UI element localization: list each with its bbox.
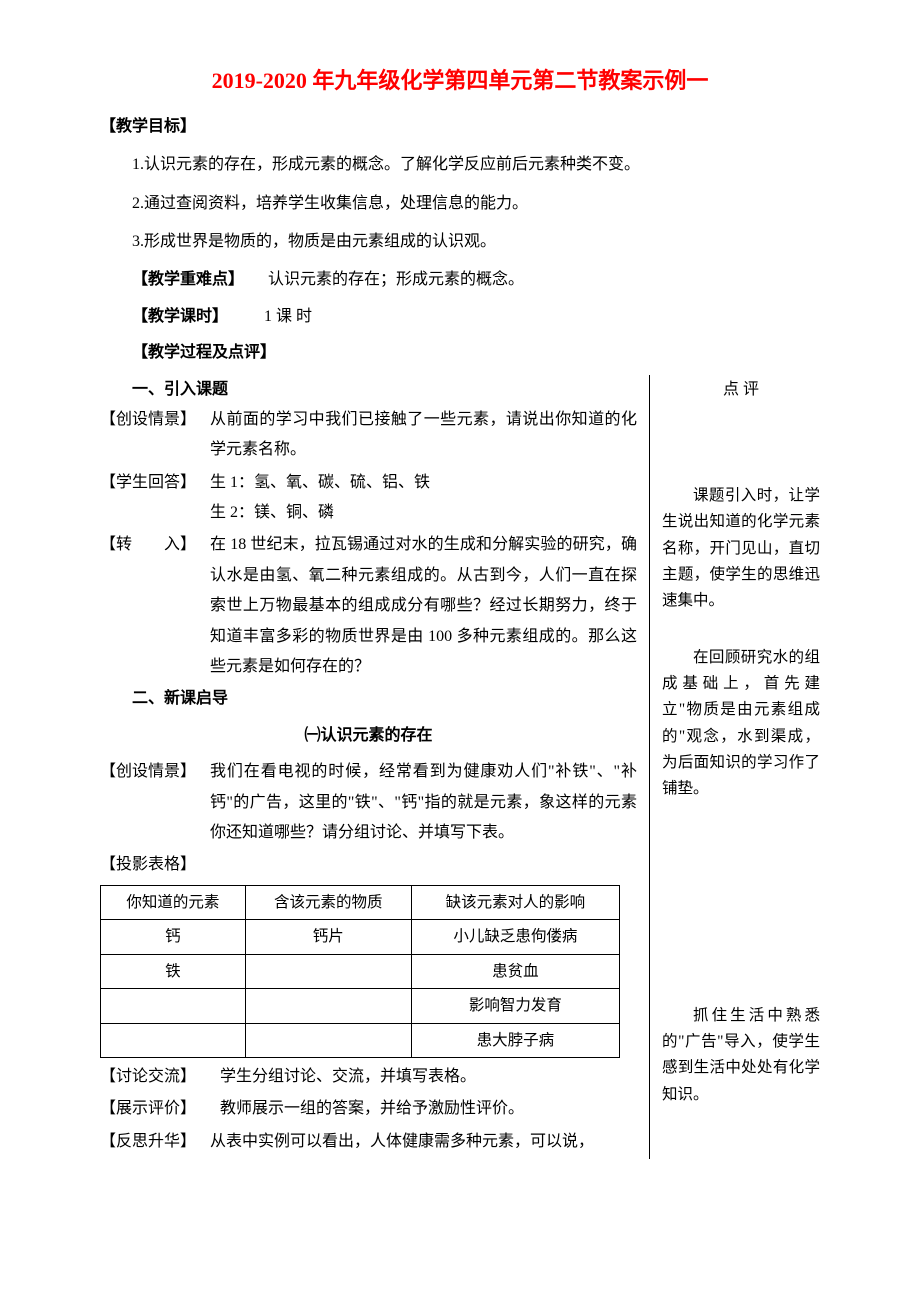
comment-note: 课题引入时，让学生说出知道的化学元素名称，开门见山，直切主题，使学生的思维迅速集… <box>662 483 820 615</box>
comment-note: 抓住生活中熟悉的"广告"导入，使学生感到生活中处处有化学知识。 <box>662 1003 820 1108</box>
document-title: 2019-2020 年九年级化学第四单元第二节教案示例一 <box>100 60 820 102</box>
heading-process: 【教学过程及点评】 <box>132 344 276 361</box>
heading-goals: 【教学目标】 <box>100 112 820 142</box>
goal-item: 3.形成世界是物质的，物质是由元素组成的认识观。 <box>100 227 820 257</box>
tag-scene: 【创设情景】 <box>100 757 210 848</box>
heading-intro: 一、引入课题 <box>132 375 637 405</box>
heading-newlesson: 二、新课启导 <box>132 684 637 714</box>
tag-discuss: 【讨论交流】 <box>100 1062 220 1092</box>
discuss-body: 学生分组讨论、交流，并填写表格。 <box>220 1062 637 1092</box>
heading-hours: 【教学课时】 <box>132 308 228 325</box>
comment-column: 点 评 课题引入时，让学生说出知道的化学元素名称，开门见山，直切主题，使学生的思… <box>650 375 820 1109</box>
goal-item: 2.通过查阅资料，培养学生收集信息，处理信息的能力。 <box>100 189 820 219</box>
goal-item: 1.认识元素的存在，形成元素的概念。了解化学反应前后元素种类不变。 <box>100 150 820 180</box>
table-header: 你知道的元素 <box>101 885 246 919</box>
answer-line: 生 2：镁、铜、磷 <box>210 498 637 528</box>
comment-note: 在回顾研究水的组成基础上，首先建立"物质是由元素组成的"观念，水到渠成，为后面知… <box>662 645 820 803</box>
tag-scene: 【创设情景】 <box>100 405 210 466</box>
subheading-sub1: ㈠认识元素的存在 <box>100 721 637 751</box>
difficulty-body: 认识元素的存在；形成元素的概念。 <box>268 271 524 288</box>
main-column: 一、引入课题 【创设情景】 从前面的学习中我们已接触了一些元素，请说出你知道的化… <box>100 375 650 1160</box>
two-column-region: 一、引入课题 【创设情景】 从前面的学习中我们已接触了一些元素，请说出你知道的化… <box>100 375 820 1160</box>
tag-reflect: 【反思升华】 <box>100 1127 210 1157</box>
tag-turn: 【转 入】 <box>100 530 210 682</box>
elements-table: 你知道的元素 含该元素的物质 缺该元素对人的影响 钙 钙片 小儿缺乏患佝偻病 铁… <box>100 885 620 1058</box>
reflect-body: 从表中实例可以看出，人体健康需多种元素，可以说， <box>210 1127 637 1157</box>
scene2-body: 我们在看电视的时候，经常看到为健康劝人们"补铁"、"补钙"的广告，这里的"铁"、… <box>210 757 637 848</box>
table-row: 患大脖子病 <box>101 1023 620 1057</box>
table-header: 含该元素的物质 <box>245 885 411 919</box>
table-header: 缺该元素对人的影响 <box>411 885 619 919</box>
heading-difficulty: 【教学重难点】 <box>132 271 244 288</box>
hours-body: 1 课 时 <box>264 308 312 325</box>
tag-show: 【展示评价】 <box>100 1094 220 1124</box>
table-row: 影响智力发育 <box>101 989 620 1023</box>
tag-student-answer: 【学生回答】 <box>100 468 210 529</box>
show-body: 教师展示一组的答案，并给予激励性评价。 <box>220 1094 637 1124</box>
table-row: 钙 钙片 小儿缺乏患佝偻病 <box>101 920 620 954</box>
scene1-body: 从前面的学习中我们已接触了一些元素，请说出你知道的化学元素名称。 <box>210 405 637 466</box>
table-row: 铁 患贫血 <box>101 954 620 988</box>
answer-line: 生 1：氢、氧、碳、硫、铝、铁 <box>210 468 637 498</box>
turn-body: 在 18 世纪末，拉瓦锡通过对水的生成和分解实验的研究，确认水是由氢、氧二种元素… <box>210 530 637 682</box>
comment-title: 点 评 <box>662 375 820 405</box>
tag-table-heading: 【投影表格】 <box>100 850 637 880</box>
